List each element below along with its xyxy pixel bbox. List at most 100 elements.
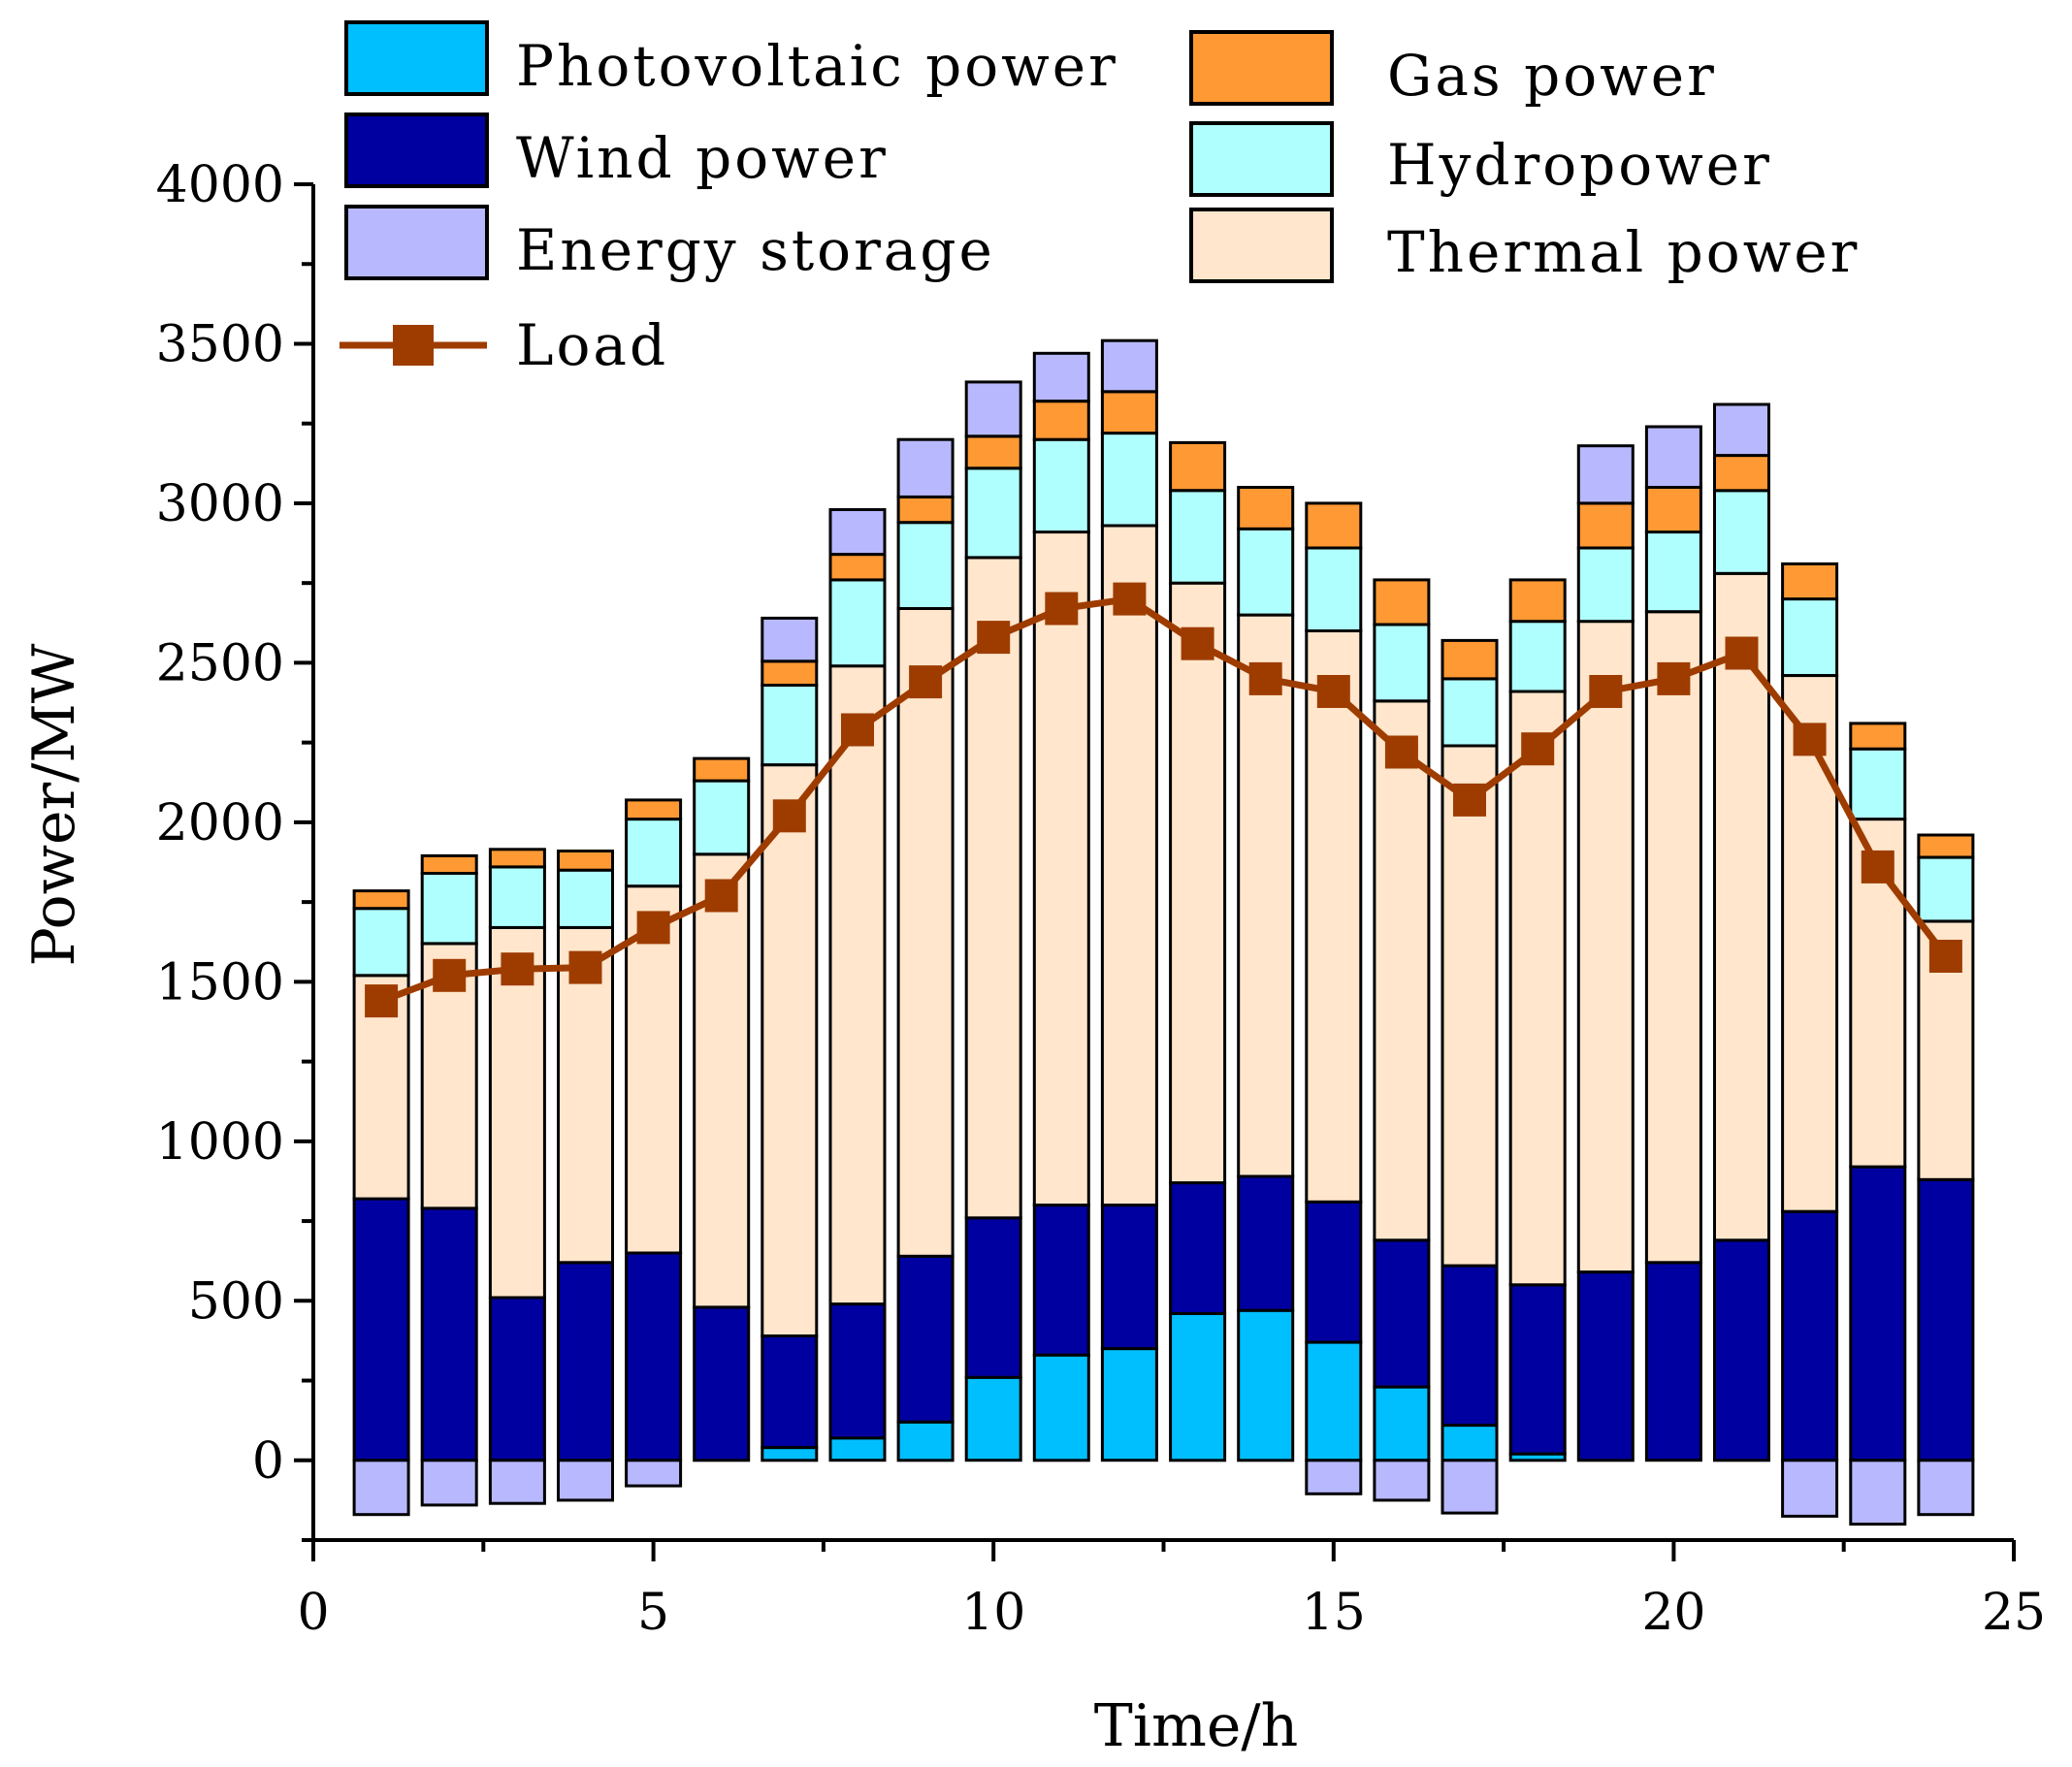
legend-swatch-storage — [344, 205, 489, 280]
bar-gas-t22 — [1781, 562, 1839, 601]
bar-hydro-t14 — [1237, 527, 1295, 617]
bar-pv-t14 — [1237, 1308, 1295, 1462]
bar-hydro-t3 — [488, 865, 546, 929]
load-point-t20 — [1657, 661, 1691, 695]
bar-hydro-t16 — [1373, 623, 1431, 703]
load-line — [379, 594, 1949, 1005]
bar-hydro-t24 — [1917, 855, 1975, 923]
bar-pv-t9 — [896, 1420, 955, 1462]
y-tick-label: 3500 — [156, 315, 284, 373]
bar-storage-t20 — [1644, 425, 1702, 489]
bar-gas-t1 — [352, 889, 410, 911]
bar-storage-t7 — [761, 616, 819, 663]
bar-hydro-t20 — [1644, 530, 1702, 614]
bar-wind-t18 — [1508, 1283, 1567, 1456]
bar-gas-t2 — [420, 853, 478, 876]
bar-wind-t13 — [1169, 1181, 1227, 1315]
load-point-t1 — [365, 984, 399, 1018]
legend-swatch-wind — [344, 112, 489, 188]
bar-hydro-t13 — [1169, 489, 1227, 585]
bar-hydro-t19 — [1576, 546, 1635, 624]
bar-storage-t16 — [1373, 1459, 1431, 1502]
legend-label-gas: Gas power — [1387, 43, 1717, 109]
bar-thermal-t9 — [896, 607, 955, 1258]
load-point-t24 — [1928, 940, 1962, 973]
bar-storage-t4 — [557, 1459, 614, 1502]
y-tick-label: 1000 — [156, 1113, 284, 1172]
bar-wind-t11 — [1032, 1204, 1090, 1357]
bar-storage-t22 — [1781, 1459, 1839, 1518]
bar-wind-t2 — [420, 1206, 478, 1462]
bar-thermal-t10 — [964, 556, 1022, 1220]
bar-hydro-t23 — [1849, 747, 1907, 821]
bar-gas-t21 — [1713, 454, 1770, 493]
bar-storage-t24 — [1917, 1459, 1975, 1517]
bar-gas-t15 — [1305, 501, 1363, 550]
bar-storage-t12 — [1100, 338, 1158, 394]
bar-thermal-t4 — [557, 925, 614, 1265]
bar-thermal-t13 — [1169, 581, 1227, 1185]
bar-thermal-t17 — [1441, 744, 1499, 1268]
load-series — [365, 582, 1962, 1018]
x-tick-label: 0 — [297, 1584, 329, 1642]
legend-label-thermal: Thermal power — [1387, 219, 1860, 285]
bar-storage-t11 — [1032, 351, 1090, 403]
bar-pv-t7 — [761, 1446, 819, 1462]
load-point-t18 — [1521, 732, 1555, 766]
bar-thermal-t16 — [1373, 699, 1431, 1242]
bar-hydro-t5 — [625, 818, 683, 888]
legend: Photovoltaic power Gas power Wind power … — [340, 20, 1860, 378]
load-point-t15 — [1316, 675, 1350, 708]
bar-storage-t9 — [896, 437, 955, 498]
bar-storage-t15 — [1305, 1459, 1363, 1495]
bar-hydro-t15 — [1305, 546, 1363, 632]
x-tick-label: 5 — [637, 1584, 669, 1642]
bar-pv-t13 — [1169, 1312, 1227, 1462]
bar-hydro-t17 — [1441, 677, 1499, 748]
load-point-t13 — [1181, 626, 1214, 660]
legend-label-wind: Wind power — [516, 125, 889, 191]
bar-wind-t16 — [1373, 1238, 1431, 1389]
y-tick-label: 3000 — [156, 475, 284, 533]
bar-stacks — [352, 338, 1975, 1526]
bar-gas-t19 — [1576, 501, 1635, 550]
bar-thermal-t21 — [1713, 571, 1770, 1242]
bar-pv-t11 — [1032, 1353, 1090, 1462]
bar-gas-t11 — [1032, 400, 1090, 441]
bar-hydro-t2 — [420, 872, 478, 946]
bar-wind-t21 — [1713, 1238, 1770, 1462]
bar-gas-t17 — [1441, 638, 1499, 681]
legend-swatch-thermal — [1189, 208, 1334, 283]
bar-wind-t5 — [625, 1251, 683, 1462]
bar-thermal-t5 — [625, 884, 683, 1255]
bar-storage-t23 — [1849, 1459, 1907, 1526]
y-tick-label: 4000 — [156, 156, 284, 214]
bar-wind-t3 — [488, 1296, 546, 1462]
bar-pv-t17 — [1441, 1424, 1499, 1462]
legend-label-storage: Energy storage — [516, 217, 995, 283]
bar-storage-t3 — [488, 1459, 546, 1505]
legend-label-pv: Photovoltaic power — [516, 33, 1118, 99]
load-point-t8 — [841, 713, 874, 747]
bar-storage-t8 — [828, 508, 887, 557]
bar-wind-t8 — [828, 1302, 887, 1440]
load-point-t4 — [568, 950, 602, 984]
bar-thermal-t14 — [1237, 613, 1295, 1178]
bar-hydro-t21 — [1713, 489, 1770, 575]
load-point-t5 — [636, 911, 670, 945]
load-point-t17 — [1453, 783, 1486, 817]
bar-thermal-t18 — [1508, 690, 1567, 1287]
bar-thermal-t8 — [828, 664, 887, 1306]
x-axis-title: Time/h — [1094, 1692, 1298, 1760]
bar-gas-t14 — [1237, 486, 1295, 530]
bar-hydro-t1 — [352, 907, 410, 978]
bar-thermal-t15 — [1305, 629, 1363, 1204]
bar-hydro-t10 — [964, 466, 1022, 560]
load-point-t9 — [909, 665, 943, 699]
bar-thermal-t6 — [693, 852, 751, 1309]
bar-pv-t10 — [964, 1375, 1022, 1462]
bar-wind-t7 — [761, 1334, 819, 1450]
load-point-t7 — [772, 799, 806, 833]
load-point-t11 — [1045, 592, 1079, 626]
